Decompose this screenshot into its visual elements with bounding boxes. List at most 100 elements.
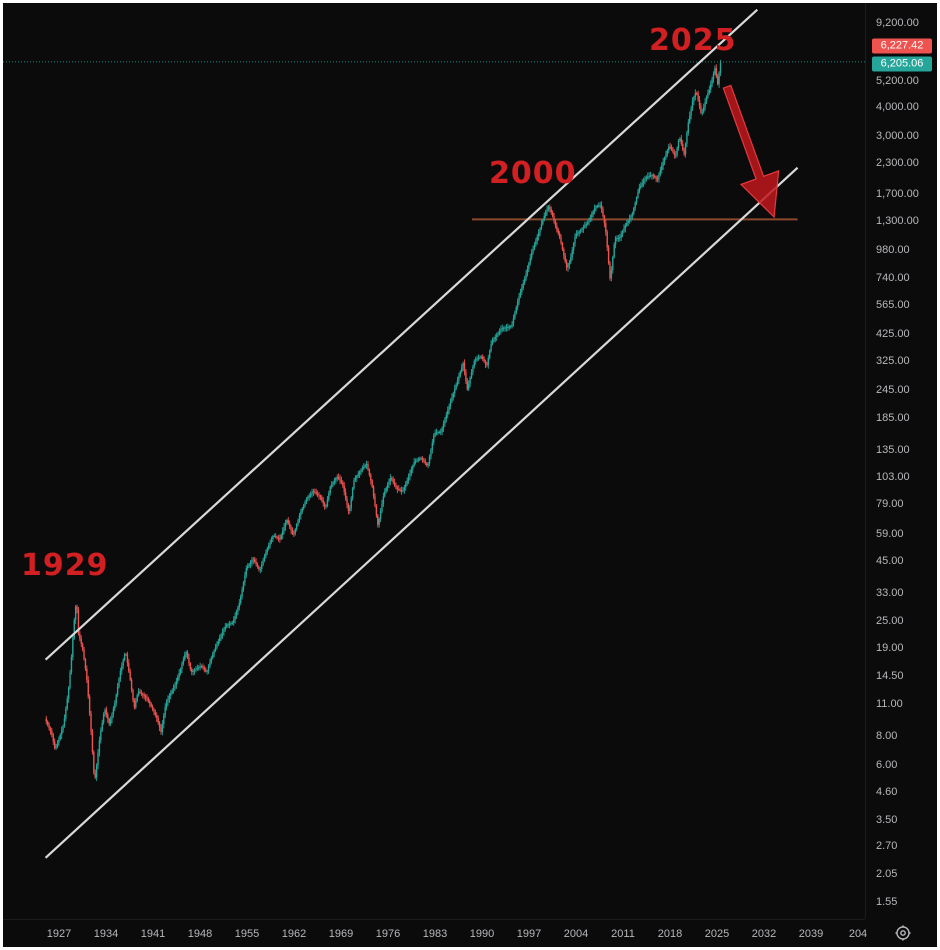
price-tag: 6,227.42 [872,38,932,54]
candle-up [378,518,380,525]
candle-up [512,318,515,324]
channel-upper-line[interactable] [44,8,759,661]
time-axis-tick: 1983 [422,928,448,940]
candle-up [403,487,406,491]
candle-up [437,432,439,434]
candle-up [666,150,669,155]
candle-up [307,496,309,499]
candle-up [185,652,187,655]
candle-up [480,356,483,358]
candle-up [542,220,544,225]
candle-up [540,224,543,229]
price-axis-tick: 2.70 [876,839,898,852]
candle-up [544,212,547,216]
candle-up [514,312,516,319]
price-axis-tick: 19.00 [876,642,904,655]
candle-up [220,634,222,638]
candle-up [718,72,720,85]
candle-down [340,480,343,483]
candle-up [65,708,67,719]
candle-up [206,671,208,673]
candle-down [157,718,159,723]
candle-up [137,691,140,696]
plot-area[interactable] [3,3,865,919]
candle-up [491,341,494,345]
candle-up [572,243,575,251]
candle-up [522,283,524,288]
candle-up [361,468,364,471]
candle-up [198,667,200,669]
time-axis-tick: 1941 [140,928,166,940]
time-axis-tick: 1997 [516,928,542,940]
candle-up [634,202,636,209]
price-axis-tick: 6.00 [876,759,898,772]
candle-down [191,668,193,673]
candle-down [696,93,698,95]
candle-down [93,752,95,773]
candle-down [126,654,129,663]
candle-down [293,533,295,535]
candle-up [623,228,625,232]
candle-up [231,622,234,624]
candle-down [550,209,552,213]
price-axis-tick: 79.00 [876,498,904,511]
candle-up [109,719,112,724]
candle-up [221,632,224,635]
candle-up [98,740,101,753]
down-arrow[interactable] [722,84,780,219]
candle-down [202,666,204,668]
candle-up [644,178,646,181]
candle-up [214,647,217,651]
candle-up [172,688,175,691]
candle-down [321,497,323,501]
candle-up [693,96,695,102]
candle-down [603,216,606,224]
candle-up [628,218,631,221]
candle-up [60,730,63,735]
candle-up [516,301,519,308]
candle-up [539,228,541,233]
candle-down [291,530,294,534]
candle-up [434,432,436,436]
candle-down [396,487,399,490]
candle-up [507,326,509,328]
candle-up [213,650,215,654]
candle-down [151,706,154,710]
candle-up [267,545,270,549]
candle-up [182,659,185,665]
price-axis-tick: 4.60 [876,785,898,798]
candle-up [543,215,545,221]
candle-up [308,495,310,497]
time-axis[interactable]: 1927 1934 1941 1948 1955 1962 1969 1976 1983 1990… [3,919,867,947]
candle-up [358,472,361,475]
candle-up [595,206,597,209]
candle-down [279,538,281,540]
candle-down [287,520,289,524]
candle-up [115,694,117,704]
candle-up [349,508,351,511]
candle-up [442,423,445,429]
candle-up [497,333,499,336]
candle-up [575,234,578,237]
candle-up [328,493,330,500]
candle-up [705,96,708,102]
candle-down [80,638,82,644]
settings-gear-icon[interactable] [895,925,911,941]
time-axis-tick: 1927 [46,928,72,940]
candle-up [280,535,282,540]
candle-down [698,99,701,107]
time-axis-tick: 2032 [751,928,777,940]
candle-up [490,344,492,352]
candle-up [364,465,366,467]
candle-up [97,752,99,766]
candle-down [139,691,141,693]
candle-up [414,461,417,463]
channel-lower-line[interactable] [44,166,799,859]
candle-up [207,666,210,672]
candle-up [384,491,386,497]
price-axis[interactable]: 9,200.00 5,200.00 4,000.00 3,000.00 2,300.00… [865,3,937,919]
candle-up [427,463,429,466]
candle-down [337,476,340,479]
candle-up [240,596,242,604]
candle-up [598,205,600,207]
